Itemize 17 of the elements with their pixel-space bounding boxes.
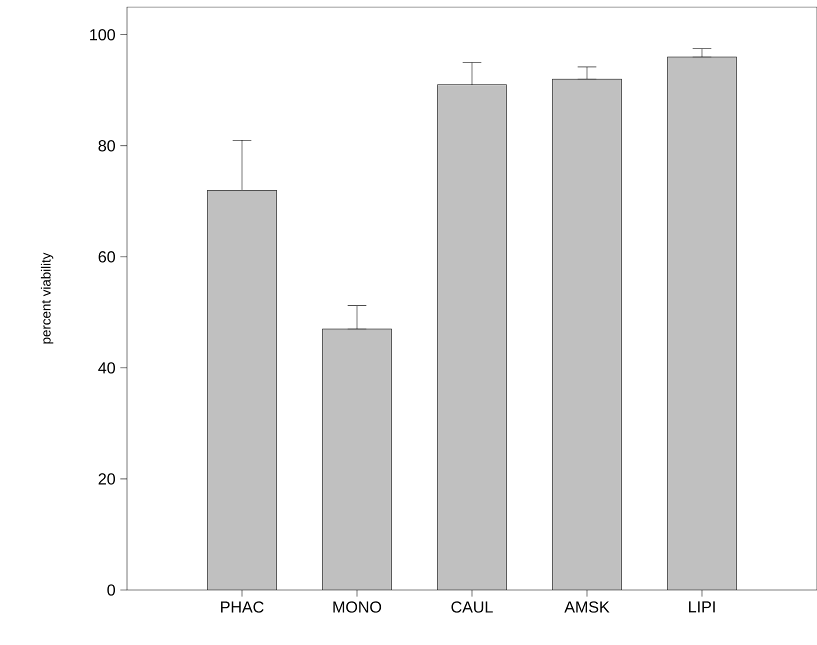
x-tick-label: LIPI — [689, 601, 715, 612]
y-tick-label: 80 — [98, 140, 116, 152]
x-tick-label: MONO — [333, 601, 382, 613]
bar — [552, 78, 622, 590]
x-tick-label: CAUL — [451, 601, 493, 613]
bar — [207, 190, 277, 590]
bar — [437, 84, 507, 590]
y-tick-label: 0 — [107, 584, 116, 596]
x-tick-label: AMSK — [564, 601, 610, 613]
y-tick-label: 100 — [90, 29, 116, 40]
y-tick-label: 40 — [98, 362, 116, 374]
y-tick-label: 60 — [98, 251, 116, 262]
y-axis-title: percent viability — [40, 252, 54, 344]
bar — [322, 328, 392, 590]
y-tick-label: 20 — [98, 473, 116, 485]
x-tick-label: PHAC — [221, 601, 264, 613]
bar — [667, 56, 737, 590]
